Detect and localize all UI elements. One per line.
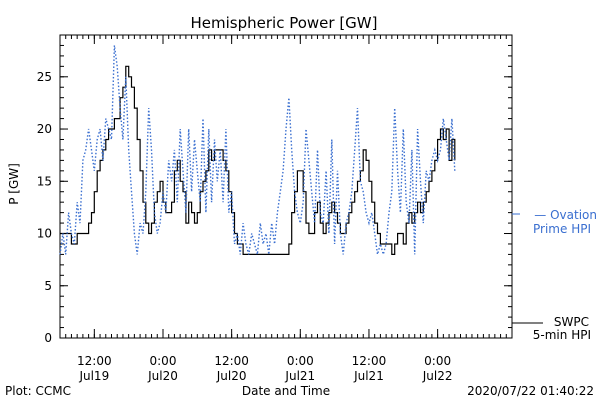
x-tick-label-date: Jul20 [147, 369, 178, 383]
x-tick-label-time: 0:00 [287, 354, 314, 368]
swpc-hpi-series-line [60, 65, 456, 255]
axis-minor-ticks [59, 34, 513, 339]
chart-title: Hemispheric Power [GW] [191, 14, 378, 32]
x-tick-label-date: Jul22 [422, 369, 453, 383]
footer-credit: Plot: CCMC [5, 384, 71, 398]
x-tick-label-date: Jul21 [353, 369, 384, 383]
y-tick-label: 20 [37, 122, 52, 136]
ovation-prime-series-line [59, 45, 456, 258]
y-tick-label: 15 [37, 174, 52, 188]
y-tick-label: 25 [37, 70, 52, 84]
y-axis-label: P [GW] [7, 163, 21, 205]
legend-swpc-line2: 5-min HPI [533, 328, 591, 342]
plot-frame [59, 34, 513, 339]
y-tick-labels: 0 5 10 15 20 25 [37, 70, 512, 345]
series-layer [59, 45, 456, 258]
x-tick-label-date: Jul21 [284, 369, 315, 383]
x-tick-label-time: 0:00 [150, 354, 177, 368]
x-axis-label: Date and Time [242, 384, 330, 398]
y-tick-label: 10 [37, 227, 52, 241]
legend-ovation-line1: — Ovation [534, 208, 597, 222]
legend: — Ovation Prime HPI SWPC 5-min HPI [512, 208, 597, 342]
x-tick-label-date: Jul19 [78, 369, 109, 383]
x-tick-label-date: Jul20 [216, 369, 247, 383]
legend-swpc-line1: SWPC [554, 315, 589, 329]
footer-timestamp: 2020/07/22 01:40:22 [467, 384, 594, 398]
y-tick-label: 0 [44, 331, 52, 345]
x-tick-label-time: 12:00 [352, 354, 387, 368]
legend-ovation-line2: Prime HPI [533, 222, 591, 236]
x-tick-label-time: 12:00 [77, 354, 112, 368]
y-tick-label: 5 [44, 279, 52, 293]
x-tick-label-time: 12:00 [214, 354, 249, 368]
x-tick-label-time: 0:00 [424, 354, 451, 368]
